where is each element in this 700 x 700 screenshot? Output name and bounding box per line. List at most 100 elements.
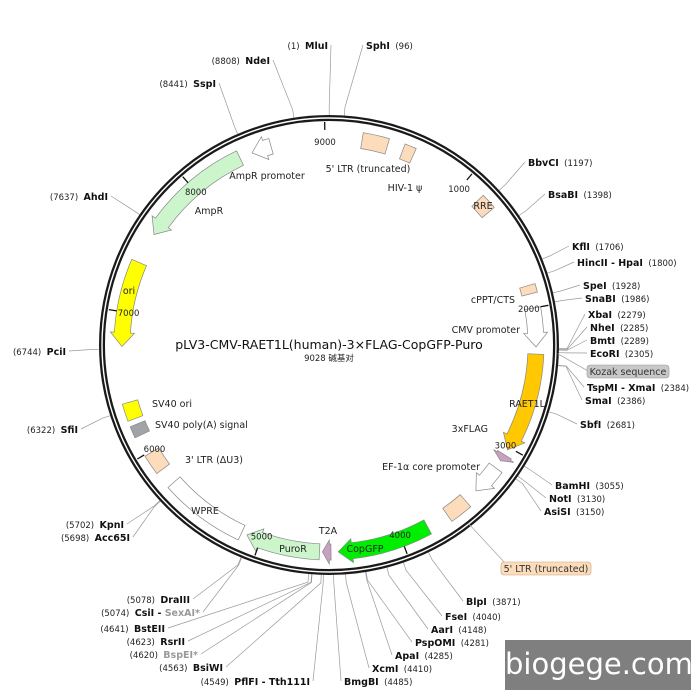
site-leader-line [498, 161, 526, 191]
site-bmgbi[interactable]: BmgBI (4485) [344, 677, 412, 688]
site-sbfi[interactable]: SbfI (2681) [580, 420, 635, 431]
site-sspi[interactable]: (8441) SspI [159, 79, 216, 90]
site-position: (96) [395, 42, 412, 52]
feature-label-cmv-promoter: CMV promoter [452, 325, 521, 336]
site-xcmi[interactable]: XcmI (4410) [372, 664, 432, 675]
tick-mark [254, 547, 259, 556]
callouts: Kozak sequence 5' LTR (truncated) [467, 353, 670, 576]
feature-ef-1-core-promoter[interactable] [475, 462, 503, 492]
site-ahdi[interactable]: (7637) AhdI [50, 192, 108, 203]
backbone-ring-gap [101, 117, 557, 573]
site-csii[interactable]: (5074) CsiI - SexAI* [101, 608, 200, 619]
site-apai[interactable]: ApaI (4285) [395, 651, 453, 662]
feature-sv40-ori[interactable] [121, 399, 144, 422]
feature-label-ampr-promoter: AmpR promoter [229, 171, 305, 182]
site-bsabi[interactable]: BsaBI (1398) [548, 190, 612, 201]
site-leader-line [328, 44, 332, 115]
site-leader-line [225, 574, 322, 668]
site-blpi[interactable]: BlpI (3871) [466, 597, 521, 608]
site-nhei[interactable]: NheI (2285) [590, 323, 648, 334]
site-tspmi-xmai[interactable]: TspMI - XmaI (2384) [587, 383, 689, 394]
site-position: (1800) [648, 259, 676, 269]
feature-hiv-1[interactable] [399, 143, 417, 164]
site-position: (3150) [576, 508, 604, 518]
site-name-alt: SexAI* [165, 608, 200, 619]
site-bsteii[interactable]: (4641) BstEII [100, 624, 165, 635]
site-leader-line [558, 364, 585, 388]
site-leader-line [187, 574, 312, 642]
site-rsrii[interactable]: (4623) RsrII [127, 637, 185, 648]
site-position: (4641) [100, 625, 128, 635]
site-pcii[interactable]: (6744) PciI [13, 347, 66, 358]
feature-5-ltr-truncated[interactable] [360, 132, 390, 155]
site-name: Acc65I [95, 533, 130, 544]
site-position: (4620) [130, 651, 158, 661]
site-smai[interactable]: SmaI (2386) [585, 396, 645, 407]
site-pspomi[interactable]: PspOMI (4281) [415, 638, 489, 649]
feature-raet1l[interactable] [502, 353, 545, 451]
site-position: (5074) [101, 609, 129, 619]
site-draiii[interactable]: (5078) DraIII [127, 595, 190, 606]
site-noti[interactable]: NotI (3130) [549, 494, 605, 505]
site-name: EcoRI [590, 349, 620, 360]
site-leader-line [110, 195, 140, 215]
site-position: (4549) [201, 678, 229, 688]
site-name: BstEII [134, 624, 165, 635]
feature-3-ltr-u3[interactable] [144, 447, 170, 475]
site-name: BspEI* [163, 650, 198, 661]
site-bbvci[interactable]: BbvCI (1197) [528, 158, 592, 169]
site-leader-line [552, 284, 581, 294]
feature-copgfp[interactable] [337, 519, 432, 564]
feature-label-cppt-cts: cPPT/CTS [471, 295, 515, 306]
feature-ori[interactable] [109, 258, 147, 348]
site-fsei[interactable]: FseI (4040) [445, 612, 501, 623]
site-snabi[interactable]: SnaBI (1986) [585, 294, 649, 305]
site-name: ApaI [395, 651, 419, 662]
site-sphi[interactable]: SphI (96) [366, 41, 413, 52]
site-leader-line [558, 326, 588, 350]
feature-cmv-promoter[interactable] [522, 306, 549, 348]
site-name: AsiSI [544, 507, 571, 518]
site-acc65i[interactable]: (5698) Acc65I [61, 533, 130, 544]
feature-ampr-promoter[interactable] [251, 135, 274, 161]
feature-3xflag[interactable] [493, 449, 515, 463]
site-leader-line [333, 574, 342, 682]
feature-ltr-callout[interactable] [442, 494, 472, 522]
site-hincii-hpai[interactable]: HincII - HpaI (1800) [577, 258, 677, 269]
site-xbai[interactable]: XbaI (2279) [588, 310, 646, 321]
site-position: (1928) [612, 282, 640, 292]
feature-t2a[interactable] [321, 538, 332, 566]
site-sfii[interactable]: (6322) SfiI [27, 425, 78, 436]
site-asisi[interactable]: AsiSI (3150) [544, 507, 604, 518]
site-kfli[interactable]: KflI (1706) [572, 242, 624, 253]
site-leader-line [524, 466, 553, 486]
site-leader-line [558, 313, 586, 349]
site-leader-line [515, 478, 542, 512]
site-kpni[interactable]: (5702) KpnI [66, 520, 124, 531]
site-spei[interactable]: SpeI (1928) [583, 281, 640, 292]
feature-label-ori: ori [123, 286, 135, 297]
feature-sv40-poly-a-signal[interactable] [129, 420, 150, 439]
site-name: RsrII [160, 637, 185, 648]
site-mlui[interactable]: (1) MluI [288, 41, 328, 52]
site-bspei[interactable]: (4620) BspEI* [130, 650, 198, 661]
site-ecori[interactable]: EcoRI (2305) [590, 349, 653, 360]
site-pflfi-tth111i[interactable]: (4549) PflFI - Tth111I [201, 677, 310, 688]
feature-label-copgfp: CopGFP [346, 544, 383, 555]
site-bamhi[interactable]: BamHI (3055) [555, 481, 624, 492]
feature-rre[interactable] [471, 194, 495, 219]
restriction-sites: (1) MluI SphI (96) (8808) NdeI (8441) SspI (… [13, 41, 689, 688]
tick-mark [540, 304, 549, 308]
feature-cppt-cts[interactable] [519, 283, 538, 297]
site-bsiwi[interactable]: (4563) BsiWI [159, 663, 223, 674]
site-aari[interactable]: AarI (4148) [431, 625, 487, 636]
feature-puror[interactable] [246, 528, 321, 561]
site-leader-line [517, 476, 547, 499]
feature-label-sv40-poly-a-signal: SV40 poly(A) signal [155, 420, 248, 431]
site-bmti[interactable]: BmtI (2289) [590, 336, 649, 347]
site-ndei[interactable]: (8808) NdeI [212, 56, 270, 67]
feature-wpre[interactable] [167, 476, 246, 541]
tick-mark [137, 454, 145, 460]
feature-ampr[interactable] [151, 150, 244, 235]
kozak-leader-line [557, 353, 589, 372]
